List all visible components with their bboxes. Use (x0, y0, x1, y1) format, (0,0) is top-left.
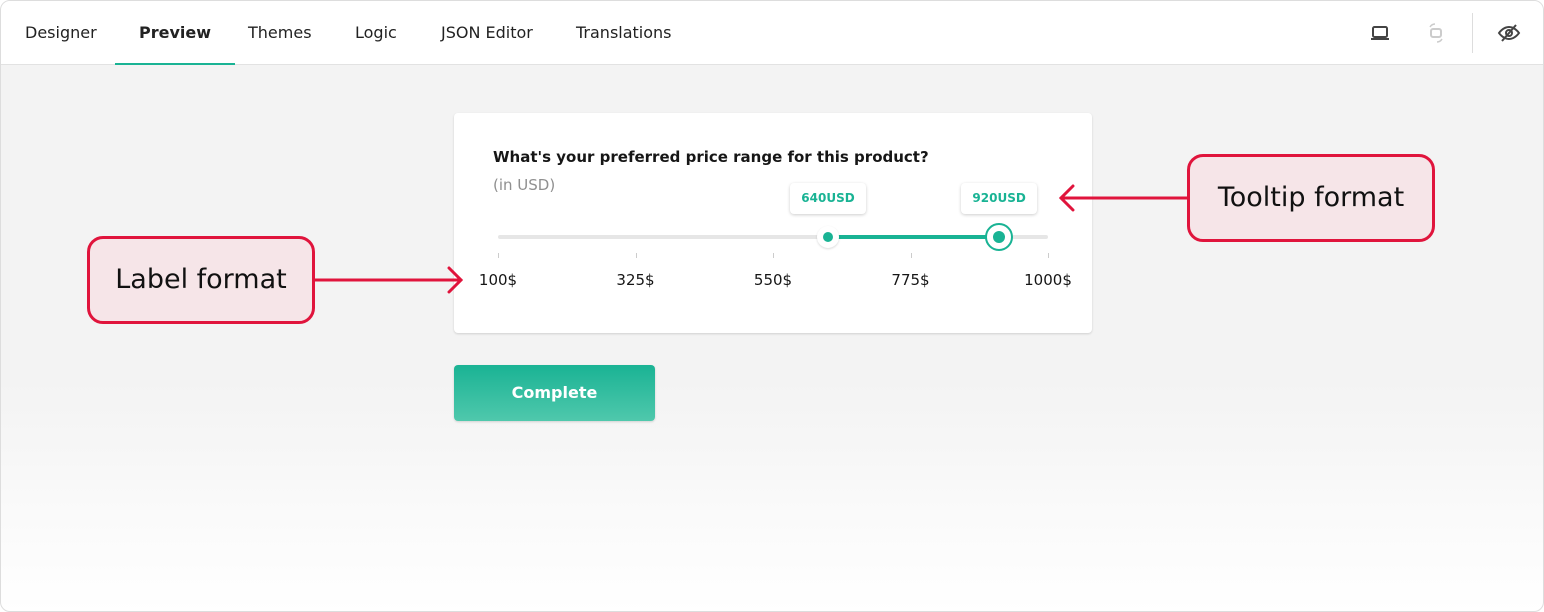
complete-button[interactable]: Complete (454, 365, 655, 421)
slider-tick (1048, 253, 1049, 258)
question-card: What's your preferred price range for th… (454, 113, 1092, 333)
eye-off-icon[interactable] (1497, 21, 1521, 45)
label-format-callout: Label format (87, 236, 315, 324)
slider-tick (498, 253, 499, 258)
slider-tick (773, 253, 774, 258)
tab-json-editor[interactable]: JSON Editor (441, 23, 533, 42)
tab-designer[interactable]: Designer (25, 23, 97, 42)
top-bar: Designer Preview Themes Logic JSON Edito… (1, 1, 1543, 65)
question-title: What's your preferred price range for th… (493, 148, 929, 166)
slider-thumb-max[interactable] (985, 223, 1014, 251)
tooltip-format-callout: Tooltip format (1187, 154, 1435, 242)
slider-thumb-min[interactable] (817, 226, 839, 248)
slider-tooltip-max: 920USD (961, 183, 1038, 214)
slider-label[interactable]: 775$ (891, 271, 930, 289)
slider-label[interactable]: 1000$ (1024, 271, 1072, 289)
tab-logic[interactable]: Logic (355, 23, 397, 42)
laptop-icon[interactable] (1368, 21, 1392, 45)
slider-tick (635, 253, 637, 258)
slider-label[interactable]: 550$ (753, 271, 793, 289)
divider (1472, 13, 1473, 53)
tab-translations[interactable]: Translations (576, 23, 672, 42)
slider-range-fill (828, 235, 1000, 239)
slider-label[interactable]: 325$ (616, 271, 655, 289)
slider-label[interactable]: 100$ (478, 271, 518, 289)
slider-tooltip-min: 640USD (790, 183, 866, 214)
orientation-icon[interactable] (1424, 21, 1448, 45)
slider-tick (910, 253, 912, 258)
tab-themes[interactable]: Themes (248, 23, 312, 42)
tab-preview[interactable]: Preview (115, 1, 236, 65)
question-description: (in USD) (493, 176, 556, 194)
slider-track[interactable] (498, 235, 1048, 239)
